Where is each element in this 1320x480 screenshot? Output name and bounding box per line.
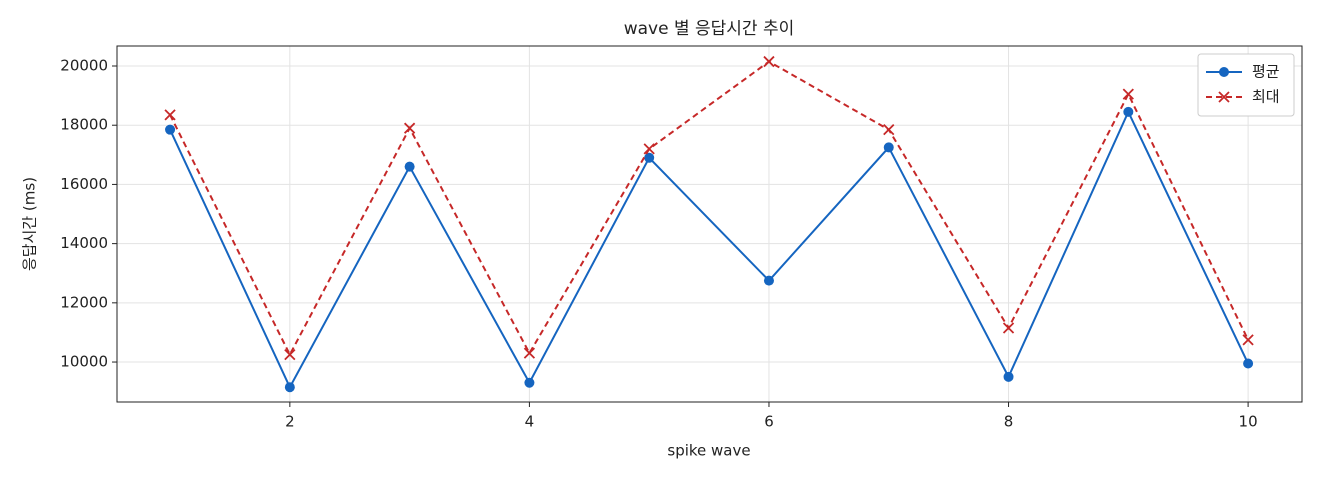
plot: [164, 55, 1254, 393]
legend-marker: [1219, 67, 1229, 77]
data-point: [1122, 88, 1134, 100]
x-tick-label: 8: [1004, 413, 1014, 431]
y-tick-label: 18000: [60, 116, 108, 134]
data-point: [284, 382, 295, 393]
x-tick-label: 6: [764, 413, 774, 431]
data-point: [1242, 334, 1254, 346]
data-point: [1002, 322, 1015, 334]
series-line: [169, 60, 1249, 357]
data-point: [284, 348, 296, 361]
y-tick-label: 16000: [60, 175, 108, 193]
legend-label: 평균: [1252, 63, 1280, 81]
data-point: [524, 377, 535, 388]
y-axis-label: 응답시간 (ms): [21, 177, 39, 271]
data-point: [1123, 106, 1134, 117]
data-point: [763, 55, 775, 68]
data-point: [763, 275, 774, 286]
chart-title: wave 별 응답시간 추이: [624, 19, 795, 39]
y-tick-label: 20000: [60, 57, 108, 75]
series-line: [169, 109, 1250, 390]
y-tick-label: 12000: [60, 293, 108, 311]
y-tick-label: 10000: [60, 353, 108, 371]
data-point: [883, 124, 895, 136]
x-tick-label: 10: [1239, 413, 1258, 431]
data-point: [165, 124, 176, 135]
data-point: [883, 142, 894, 153]
data-point: [643, 143, 655, 155]
data-point: [523, 347, 536, 359]
x-tick-label: 2: [285, 413, 295, 431]
data-point: [1003, 371, 1014, 382]
x-axis-label: spike wave: [667, 442, 750, 460]
data-point: [164, 109, 176, 121]
legend-label: 최대: [1252, 88, 1280, 106]
axes-frame: [116, 45, 1303, 403]
data-point: [403, 122, 416, 134]
data-point: [1243, 358, 1254, 369]
data-point: [404, 161, 415, 172]
x-tick-label: 4: [525, 413, 535, 431]
legend-marker: [1218, 91, 1230, 103]
data-point: [644, 152, 655, 163]
y-tick-label: 14000: [60, 234, 108, 252]
